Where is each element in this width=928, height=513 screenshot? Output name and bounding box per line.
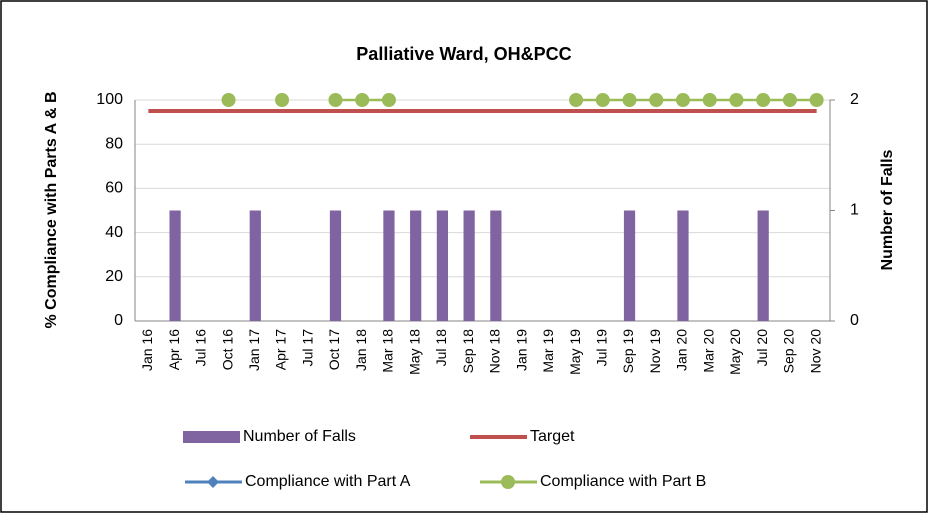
bar — [249, 210, 261, 321]
chart-title: Palliative Ward, OH&PCC — [356, 44, 571, 64]
x-tick-label: Jan 17 — [246, 329, 262, 371]
x-tick-label: Sep 19 — [620, 329, 636, 374]
marker — [729, 93, 744, 107]
marker — [275, 93, 290, 107]
bar — [410, 210, 422, 321]
x-tick-label: Apr 16 — [166, 329, 182, 370]
x-tick-label: Oct 17 — [326, 329, 342, 370]
bar — [490, 210, 502, 321]
y-tick-label: 40 — [105, 224, 123, 241]
bar — [463, 210, 475, 321]
x-tick-label: Jul 19 — [593, 329, 609, 367]
bar — [169, 210, 181, 321]
x-tick-label: Jul 17 — [299, 329, 315, 367]
x-tick-label: Nov 19 — [647, 329, 663, 374]
legend-label: Target — [530, 428, 575, 445]
marker — [207, 476, 219, 488]
y2-tick-label: 1 — [850, 202, 859, 219]
marker — [569, 93, 584, 107]
x-tick-label: Apr 17 — [273, 329, 289, 370]
bar — [623, 210, 636, 321]
x-tick-label: Jan 19 — [513, 329, 529, 371]
x-tick-label: May 18 — [406, 329, 422, 375]
x-tick-label: Mar 19 — [540, 329, 556, 373]
x-tick-label: Jul 16 — [193, 329, 209, 367]
x-tick-label: Mar 20 — [700, 329, 716, 373]
y-tick-label: 60 — [105, 180, 123, 197]
x-tick-label: May 20 — [727, 329, 743, 375]
y2-axis-title: Number of Falls — [879, 149, 896, 270]
legend-label: Compliance with Part A — [245, 473, 411, 490]
bar — [757, 210, 769, 321]
y-tick-label: 80 — [105, 135, 123, 152]
y-tick-label: 20 — [105, 268, 123, 285]
y-tick-label: 100 — [96, 91, 123, 108]
bar — [383, 210, 395, 321]
legend-label: Number of Falls — [243, 428, 356, 445]
x-tick-label: Nov 20 — [807, 329, 823, 374]
x-tick-label: Sep 18 — [460, 329, 476, 374]
marker — [355, 93, 370, 107]
x-tick-label: Jan 20 — [674, 329, 690, 371]
marker — [782, 93, 797, 107]
y-axis-title: % Compliance with Parts A & B — [43, 91, 60, 328]
x-tick-label: Jan 18 — [353, 329, 369, 371]
x-tick-label: Jan 16 — [139, 329, 155, 371]
x-tick-label: Mar 18 — [380, 329, 396, 373]
bar — [677, 210, 689, 321]
x-tick-label: Oct 16 — [219, 329, 235, 370]
bar — [436, 210, 449, 321]
marker — [675, 93, 690, 107]
marker — [649, 93, 664, 107]
marker — [622, 93, 637, 107]
x-tick-label: May 19 — [567, 329, 583, 375]
x-tick-label: Jul 18 — [433, 329, 449, 367]
marker — [501, 475, 515, 489]
marker — [702, 93, 717, 107]
marker — [328, 93, 343, 107]
bar — [329, 210, 342, 321]
marker — [221, 93, 236, 107]
y-tick-label: 0 — [114, 312, 123, 329]
marker — [756, 93, 771, 107]
x-tick-label: Jul 20 — [754, 329, 770, 367]
y2-tick-label: 2 — [850, 91, 859, 108]
legend-swatch — [183, 431, 240, 443]
y2-tick-label: 0 — [850, 312, 859, 329]
marker — [381, 93, 396, 107]
x-tick-label: Sep 20 — [781, 329, 797, 374]
x-tick-label: Nov 18 — [487, 329, 503, 374]
marker — [595, 93, 610, 107]
legend-label: Compliance with Part B — [540, 473, 706, 490]
marker — [809, 93, 824, 107]
